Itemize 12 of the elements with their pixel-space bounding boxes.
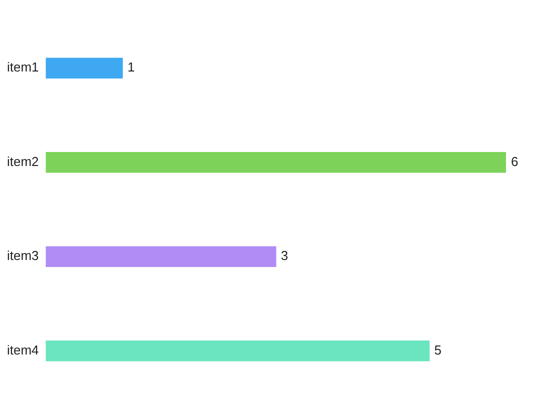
- y-tick-label: item2: [6, 154, 39, 169]
- bar: [46, 58, 123, 78]
- y-tick-label: item1: [6, 60, 39, 75]
- data-label: 1: [127, 60, 135, 75]
- y-tick-label: item3: [6, 248, 39, 264]
- data-label: 6: [511, 154, 518, 169]
- data-label: 5: [434, 342, 442, 358]
- data-label: 3: [280, 248, 288, 264]
- bar: [46, 340, 430, 362]
- bar: [46, 246, 276, 267]
- bar: [46, 152, 506, 173]
- y-tick-label: item4: [6, 342, 39, 358]
